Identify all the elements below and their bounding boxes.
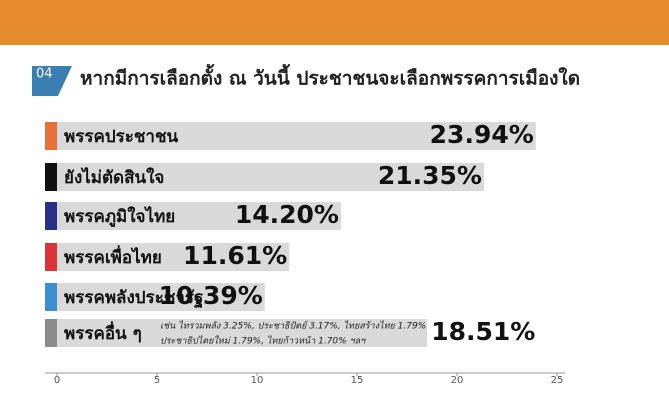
chart-title: หากมีการเลือกตั้ง ณ วันนี้ ประชาชนจะเลือ…: [80, 64, 580, 90]
value-label: 21.35%: [378, 161, 482, 190]
category-label: พรรคประชาชน: [64, 127, 179, 147]
badge: 04: [36, 67, 53, 82]
bar: [57, 243, 290, 271]
value-label: 11.61%: [183, 241, 287, 270]
x-tick-label: 0: [54, 375, 60, 386]
badge-shape: [32, 66, 72, 96]
color-swatch: [45, 283, 57, 311]
bar: [57, 319, 428, 347]
bar: [57, 283, 265, 311]
color-swatch: [45, 319, 57, 347]
category-label: พรรคเพื่อไทย: [64, 245, 162, 268]
annotation: เช่น ไทรวมพลัง 3.25%, ประชาธิปัตย์ 3.17%…: [160, 320, 426, 332]
bar: [57, 163, 484, 191]
value-label: 18.51%: [431, 317, 535, 346]
x-tick-label: 15: [351, 375, 364, 386]
color-swatch: [45, 202, 57, 230]
category-label: พรรคอื่น ๆ: [64, 321, 142, 344]
bar: [57, 122, 536, 150]
category-label: พรรคภูมิใจไทย: [64, 206, 175, 228]
color-swatch: [45, 243, 57, 271]
category-label: ยังไม่ตัดสินใจ: [64, 167, 164, 188]
x-tick-label: 20: [451, 375, 464, 386]
header-band: [0, 0, 669, 45]
x-tick-label: 10: [251, 375, 264, 386]
annotation: ประชาธิปไตยใหม่ 1.79%, ไทยก้าวหน้า 1.70%…: [160, 335, 366, 347]
bar: [57, 202, 341, 230]
x-tick-label: 25: [551, 375, 564, 386]
value-label: 23.94%: [430, 120, 534, 149]
category-label: พรรคพลังประชารัฐ: [64, 288, 203, 309]
value-label: 14.20%: [235, 200, 339, 229]
x-tick-label: 5: [154, 375, 160, 386]
color-swatch: [45, 122, 57, 150]
value-label: 10.39%: [159, 281, 263, 310]
color-swatch: [45, 163, 57, 191]
